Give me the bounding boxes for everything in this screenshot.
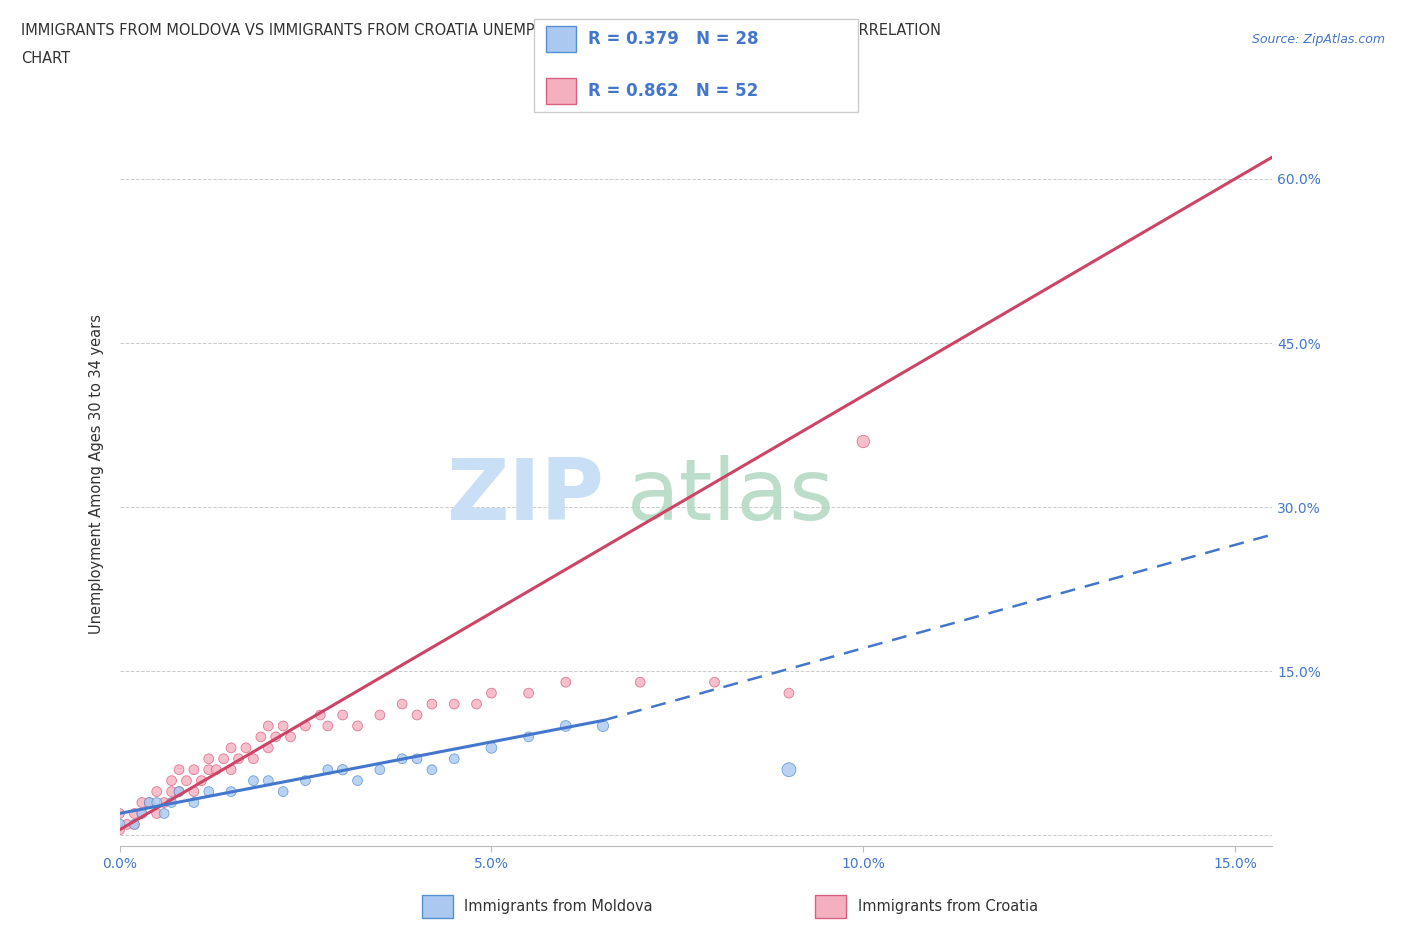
Point bbox=[309, 708, 332, 723]
Text: ZIP: ZIP bbox=[446, 455, 603, 538]
Point bbox=[294, 719, 316, 734]
Y-axis label: Unemployment Among Ages 30 to 34 years: Unemployment Among Ages 30 to 34 years bbox=[89, 314, 104, 634]
Point bbox=[219, 784, 242, 799]
Point bbox=[517, 729, 540, 744]
Point bbox=[183, 763, 205, 777]
Point bbox=[368, 763, 391, 777]
Point bbox=[294, 773, 316, 788]
Point bbox=[257, 773, 280, 788]
Point bbox=[108, 817, 131, 831]
Point bbox=[176, 773, 198, 788]
Point bbox=[406, 751, 429, 766]
Point bbox=[197, 763, 219, 777]
Point bbox=[242, 773, 264, 788]
Point bbox=[257, 719, 280, 734]
Point bbox=[145, 806, 167, 821]
Text: R = 0.862   N = 52: R = 0.862 N = 52 bbox=[588, 82, 758, 100]
Point bbox=[420, 763, 443, 777]
Point bbox=[145, 784, 167, 799]
Point bbox=[778, 763, 800, 777]
Point bbox=[517, 685, 540, 700]
Point bbox=[592, 719, 614, 734]
Point bbox=[242, 751, 264, 766]
Point bbox=[131, 806, 153, 821]
Text: Immigrants from Moldova: Immigrants from Moldova bbox=[464, 899, 652, 914]
Point bbox=[406, 708, 429, 723]
Point bbox=[183, 784, 205, 799]
Point bbox=[115, 817, 138, 831]
Point bbox=[138, 795, 160, 810]
Point bbox=[346, 719, 368, 734]
Point bbox=[160, 784, 183, 799]
Point bbox=[554, 719, 576, 734]
Point bbox=[212, 751, 235, 766]
Point bbox=[167, 784, 190, 799]
Point bbox=[316, 719, 339, 734]
Point bbox=[443, 751, 465, 766]
Point bbox=[153, 806, 176, 821]
Point bbox=[219, 740, 242, 755]
Point bbox=[190, 773, 212, 788]
Point bbox=[250, 729, 273, 744]
Point bbox=[153, 795, 176, 810]
Point bbox=[332, 708, 354, 723]
Point bbox=[167, 763, 190, 777]
Point bbox=[167, 784, 190, 799]
Point bbox=[391, 751, 413, 766]
Point bbox=[235, 740, 257, 755]
Point bbox=[420, 697, 443, 711]
Text: Source: ZipAtlas.com: Source: ZipAtlas.com bbox=[1251, 33, 1385, 46]
Point bbox=[264, 729, 287, 744]
Text: IMMIGRANTS FROM MOLDOVA VS IMMIGRANTS FROM CROATIA UNEMPLOYMENT AMONG AGES 30 TO: IMMIGRANTS FROM MOLDOVA VS IMMIGRANTS FR… bbox=[21, 23, 941, 38]
Text: CHART: CHART bbox=[21, 51, 70, 66]
Point bbox=[108, 822, 131, 837]
Point bbox=[124, 806, 146, 821]
Point bbox=[554, 675, 576, 690]
Point bbox=[131, 806, 153, 821]
Point bbox=[197, 784, 219, 799]
Point bbox=[124, 817, 146, 831]
Point bbox=[160, 795, 183, 810]
Point bbox=[628, 675, 651, 690]
Point bbox=[183, 795, 205, 810]
Point bbox=[316, 763, 339, 777]
Point bbox=[368, 708, 391, 723]
Point bbox=[257, 740, 280, 755]
Point bbox=[160, 773, 183, 788]
Point bbox=[138, 795, 160, 810]
Point bbox=[391, 697, 413, 711]
Text: atlas: atlas bbox=[627, 455, 835, 538]
Point bbox=[205, 763, 228, 777]
Point bbox=[703, 675, 725, 690]
Point bbox=[197, 751, 219, 766]
Point bbox=[131, 795, 153, 810]
Point bbox=[465, 697, 488, 711]
Point bbox=[346, 773, 368, 788]
Point bbox=[219, 763, 242, 777]
Point bbox=[481, 740, 503, 755]
Point bbox=[443, 697, 465, 711]
Text: R = 0.379   N = 28: R = 0.379 N = 28 bbox=[588, 30, 758, 48]
Point bbox=[271, 784, 294, 799]
Point bbox=[228, 751, 250, 766]
Point bbox=[145, 795, 167, 810]
Point bbox=[852, 434, 875, 449]
Point bbox=[778, 685, 800, 700]
Point bbox=[332, 763, 354, 777]
Text: Immigrants from Croatia: Immigrants from Croatia bbox=[858, 899, 1038, 914]
Point bbox=[124, 817, 146, 831]
Point bbox=[481, 685, 503, 700]
Point bbox=[271, 719, 294, 734]
Point bbox=[108, 806, 131, 821]
Point bbox=[280, 729, 302, 744]
